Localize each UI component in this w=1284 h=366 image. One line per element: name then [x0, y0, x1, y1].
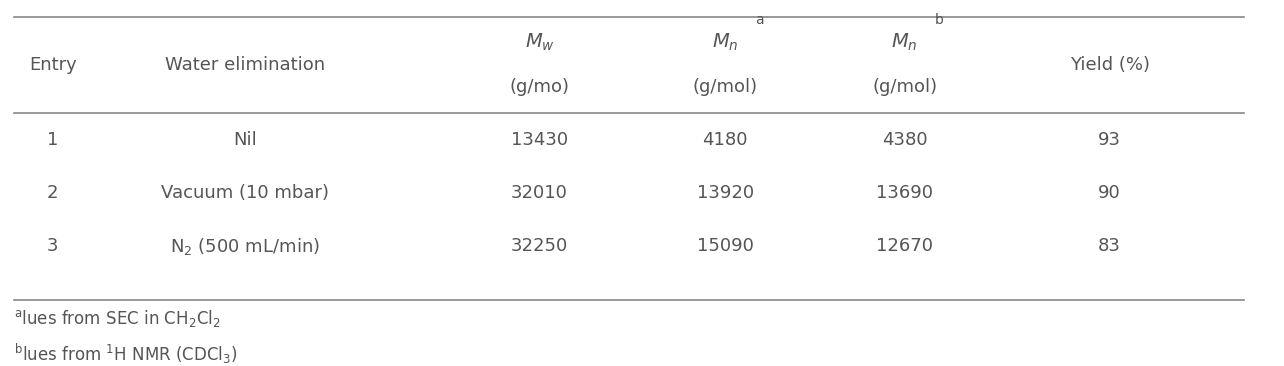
Text: a: a: [755, 13, 764, 27]
Text: 32010: 32010: [511, 184, 568, 202]
Text: 1: 1: [48, 131, 58, 149]
Text: 4380: 4380: [882, 131, 927, 149]
Text: 32250: 32250: [511, 238, 568, 255]
Text: $\mathit{M}_\mathit{n}$: $\mathit{M}_\mathit{n}$: [713, 32, 738, 53]
Text: 90: 90: [1098, 184, 1121, 202]
Text: 83: 83: [1098, 238, 1121, 255]
Text: 13430: 13430: [511, 131, 568, 149]
Text: N$_2$ (500 mL/min): N$_2$ (500 mL/min): [169, 236, 320, 257]
Text: (g/mol): (g/mol): [872, 78, 937, 96]
Text: Nil: Nil: [232, 131, 257, 149]
Text: (g/mol): (g/mol): [692, 78, 758, 96]
Text: Yield (%): Yield (%): [1070, 56, 1149, 74]
Text: $^{\mathrm{b}}$lues from $^{1}$H NMR (CDCl$_3$): $^{\mathrm{b}}$lues from $^{1}$H NMR (CD…: [14, 342, 238, 366]
Text: Water elimination: Water elimination: [164, 56, 325, 74]
Text: $\mathit{M}_\mathit{w}$: $\mathit{M}_\mathit{w}$: [524, 32, 555, 53]
Text: 4180: 4180: [702, 131, 749, 149]
Text: 93: 93: [1098, 131, 1121, 149]
Text: 2: 2: [48, 184, 58, 202]
Text: Entry: Entry: [28, 56, 77, 74]
Text: 13920: 13920: [697, 184, 754, 202]
Text: (g/mo): (g/mo): [510, 78, 570, 96]
Text: 12670: 12670: [876, 238, 933, 255]
Text: 3: 3: [48, 238, 58, 255]
Text: 15090: 15090: [697, 238, 754, 255]
Text: 13690: 13690: [876, 184, 933, 202]
Text: $\mathit{M}_\mathit{n}$: $\mathit{M}_\mathit{n}$: [891, 32, 918, 53]
Text: Vacuum (10 mbar): Vacuum (10 mbar): [160, 184, 329, 202]
Text: b: b: [935, 13, 944, 27]
Text: $^{\mathrm{a}}$lues from SEC in CH$_2$Cl$_2$: $^{\mathrm{a}}$lues from SEC in CH$_2$Cl…: [14, 308, 221, 329]
